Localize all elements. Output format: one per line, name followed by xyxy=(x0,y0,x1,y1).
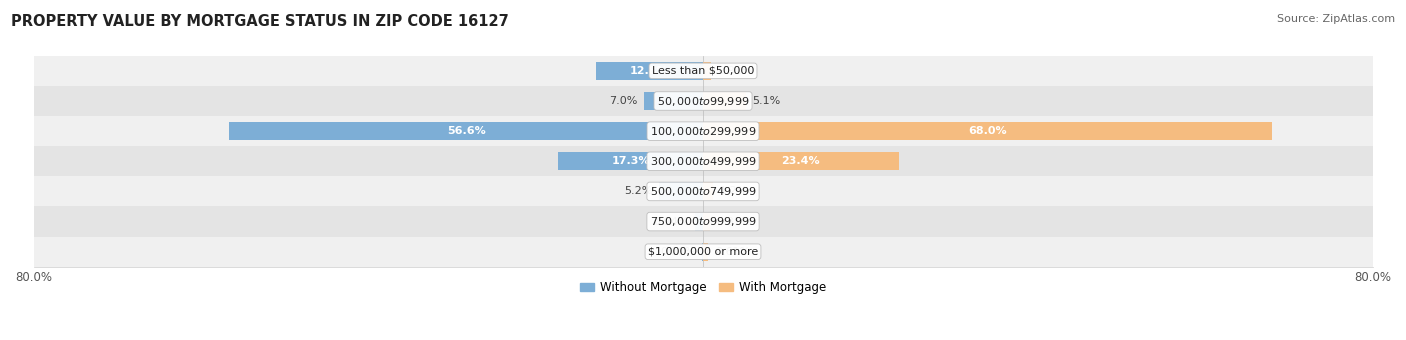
Bar xyxy=(34,116,1372,146)
Text: 17.3%: 17.3% xyxy=(612,156,650,166)
Bar xyxy=(695,212,703,231)
Text: 68.0%: 68.0% xyxy=(969,126,1007,136)
Text: $750,000 to $999,999: $750,000 to $999,999 xyxy=(650,215,756,228)
Legend: Without Mortgage, With Mortgage: Without Mortgage, With Mortgage xyxy=(575,276,831,299)
Bar xyxy=(34,176,1372,206)
Text: $500,000 to $749,999: $500,000 to $749,999 xyxy=(650,185,756,198)
Text: 0.91%: 0.91% xyxy=(717,66,752,76)
Text: 56.6%: 56.6% xyxy=(447,126,485,136)
Text: 1.2%: 1.2% xyxy=(720,186,748,197)
Bar xyxy=(659,182,703,201)
Bar xyxy=(703,152,898,170)
Bar xyxy=(703,92,745,110)
Text: 5.2%: 5.2% xyxy=(624,186,652,197)
Bar xyxy=(229,122,703,140)
Text: Source: ZipAtlas.com: Source: ZipAtlas.com xyxy=(1277,14,1395,23)
Bar xyxy=(596,62,703,80)
Bar xyxy=(34,237,1372,267)
Text: Less than $50,000: Less than $50,000 xyxy=(652,66,754,76)
Text: 23.4%: 23.4% xyxy=(782,156,820,166)
Text: 7.0%: 7.0% xyxy=(609,96,638,106)
Text: 0.94%: 0.94% xyxy=(652,217,689,226)
Text: PROPERTY VALUE BY MORTGAGE STATUS IN ZIP CODE 16127: PROPERTY VALUE BY MORTGAGE STATUS IN ZIP… xyxy=(11,14,509,29)
Bar xyxy=(558,152,703,170)
Bar xyxy=(34,86,1372,116)
Bar xyxy=(703,212,710,231)
Text: 0.11%: 0.11% xyxy=(661,247,696,257)
Text: 12.8%: 12.8% xyxy=(630,66,669,76)
Bar xyxy=(34,206,1372,237)
Bar xyxy=(703,243,709,261)
Text: 0.61%: 0.61% xyxy=(714,247,749,257)
Bar xyxy=(703,62,710,80)
Text: 0.81%: 0.81% xyxy=(717,217,752,226)
Text: $50,000 to $99,999: $50,000 to $99,999 xyxy=(657,95,749,107)
Bar xyxy=(644,92,703,110)
Text: 5.1%: 5.1% xyxy=(752,96,780,106)
Bar xyxy=(703,182,713,201)
Bar xyxy=(34,56,1372,86)
Text: $300,000 to $499,999: $300,000 to $499,999 xyxy=(650,155,756,168)
Bar xyxy=(703,122,1272,140)
Text: $100,000 to $299,999: $100,000 to $299,999 xyxy=(650,125,756,138)
Text: $1,000,000 or more: $1,000,000 or more xyxy=(648,247,758,257)
Bar xyxy=(34,146,1372,176)
